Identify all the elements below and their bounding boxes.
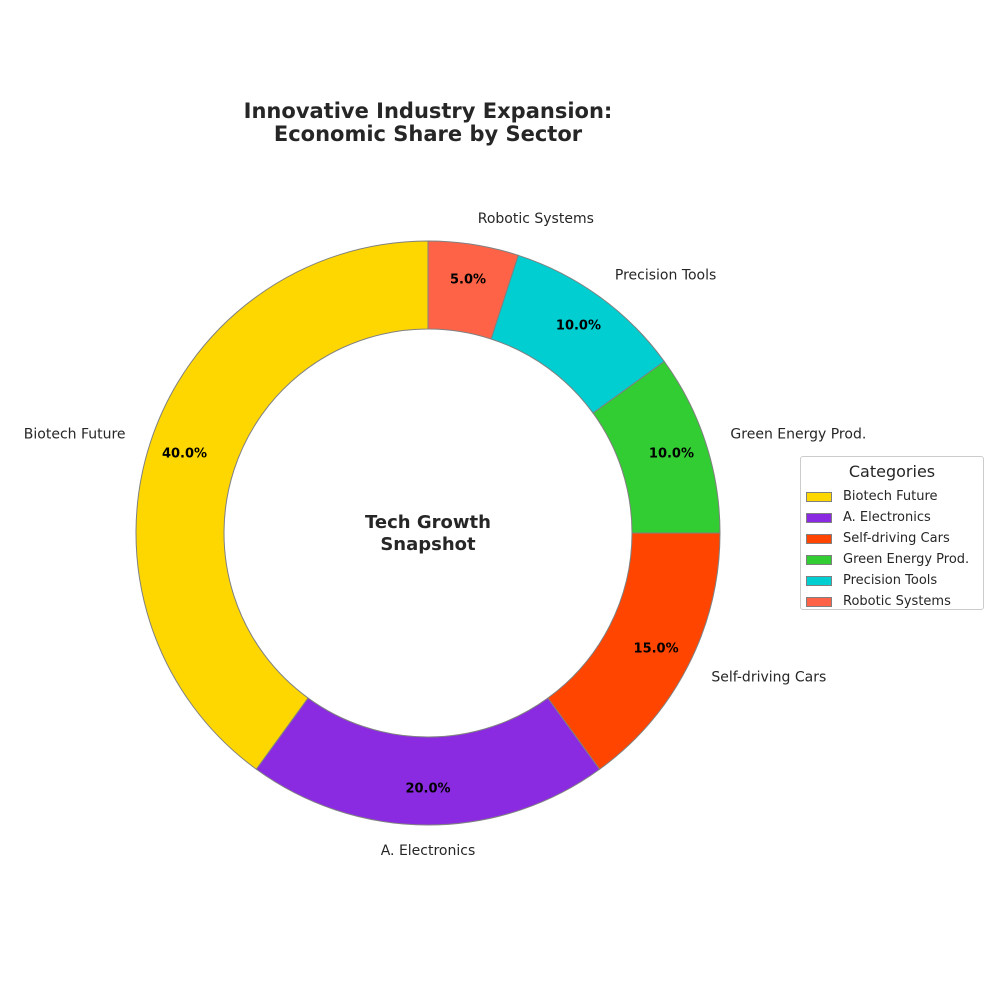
chart-title-group: Innovative Industry Expansion: Economic …: [244, 99, 613, 146]
legend-label-precision-tools: Precision Tools: [843, 573, 938, 588]
slice-robotic-systems: [427, 240, 519, 340]
legend-swatch-a-electronics: [806, 512, 832, 523]
legend-swatch-self-driving-cars: [806, 533, 832, 544]
pct-label-biotech-future: 40.0%: [162, 446, 207, 461]
slice-biotech-future: [135, 240, 429, 770]
category-label-biotech-future: Biotech Future: [24, 427, 126, 443]
legend-item-a-electronics: A. Electronics: [806, 507, 983, 528]
legend-item-biotech-future: Biotech Future: [806, 486, 983, 507]
donut-slices: [135, 240, 721, 826]
legend-item-precision-tools: Precision Tools: [806, 570, 983, 591]
center-text-line-2: Snapshot: [380, 534, 476, 555]
legend-item-green-energy-prod: Green Energy Prod.: [806, 549, 983, 570]
chart-title-line-2: Economic Share by Sector: [274, 122, 583, 146]
legend-label-green-energy-prod: Green Energy Prod.: [843, 552, 970, 567]
legend-swatch-biotech-future: [806, 491, 832, 502]
pct-label-self-driving-cars: 15.0%: [634, 642, 679, 657]
chart-legend: Categories Biotech Future A. Electronics S…: [800, 456, 984, 610]
legend-item-robotic-systems: Robotic Systems: [806, 591, 983, 612]
legend-label-self-driving-cars: Self-driving Cars: [843, 531, 950, 546]
legend-title: Categories: [848, 462, 936, 481]
legend-item-self-driving-cars: Self-driving Cars: [806, 528, 983, 549]
category-label-robotic-systems: Robotic Systems: [478, 211, 594, 227]
donut-labels: 40.0% Biotech Future 20.0% A. Electronics 15…: [24, 211, 867, 859]
category-label-a-electronics: A. Electronics: [381, 843, 476, 859]
legend-swatch-precision-tools: [806, 575, 832, 586]
legend-swatch-robotic-systems: [806, 596, 832, 607]
legend-swatch-green-energy-prod: [806, 554, 832, 565]
center-text-line-1: Tech Growth: [365, 512, 491, 533]
legend-label-biotech-future: Biotech Future: [843, 489, 938, 504]
legend-list: Biotech Future A. Electronics Self-driving…: [801, 486, 983, 612]
legend-label-robotic-systems: Robotic Systems: [843, 594, 951, 609]
category-label-precision-tools: Precision Tools: [615, 268, 716, 284]
slice-a-electronics: [255, 697, 601, 826]
chart-title-line-1: Innovative Industry Expansion:: [244, 99, 613, 123]
pct-label-precision-tools: 10.0%: [556, 318, 601, 333]
center-text-group: Tech Growth Snapshot: [365, 512, 491, 555]
pct-label-robotic-systems: 5.0%: [450, 273, 486, 288]
legend-label-a-electronics: A. Electronics: [843, 510, 931, 525]
pct-label-a-electronics: 20.0%: [405, 782, 450, 797]
pct-label-green-energy-prod: 10.0%: [649, 446, 694, 461]
category-label-self-driving-cars: Self-driving Cars: [711, 669, 826, 685]
category-label-green-energy-prod: Green Energy Prod.: [730, 427, 866, 443]
